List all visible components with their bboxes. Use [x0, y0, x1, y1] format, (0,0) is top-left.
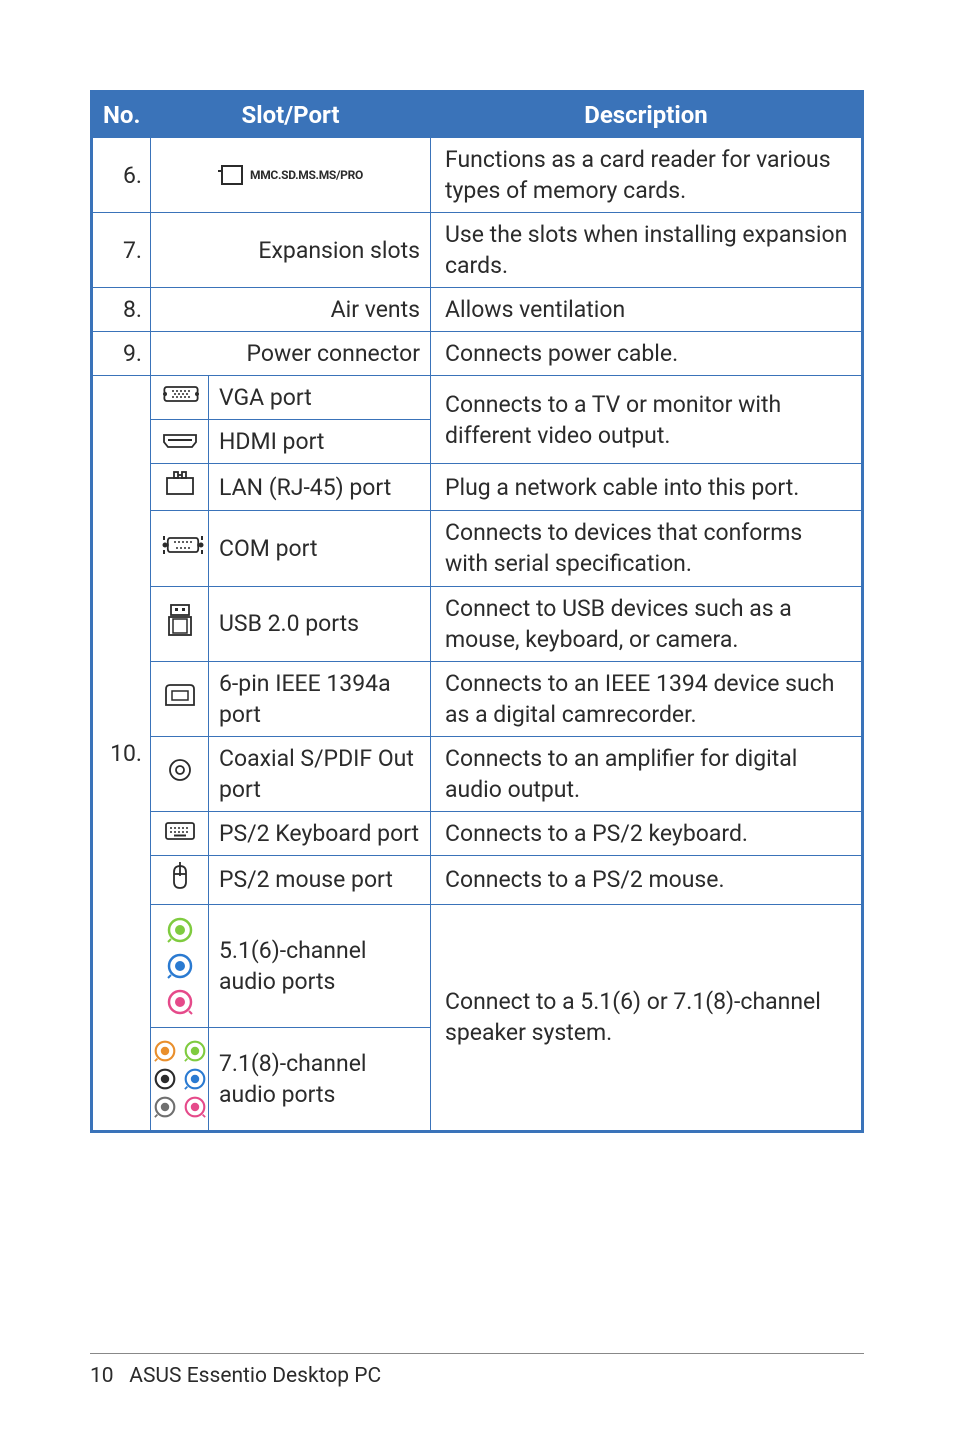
table-row: Coaxial S/PDIF Out port Connects to an a… [93, 736, 862, 811]
icon-cell [151, 511, 209, 586]
row-desc: Use the slots when installing expansion … [431, 213, 862, 288]
table: No. Slot/Port Description 6. MMC.SD.MS.M… [92, 92, 862, 1131]
row-desc: Plug a network cable into this port. [431, 464, 862, 511]
row-desc: Connects to an amplifier for digital aud… [431, 736, 862, 811]
row-no: 7. [93, 213, 151, 288]
icon-cell [151, 1027, 209, 1130]
audio-jack-orange-icon [154, 1040, 176, 1062]
row-desc: Functions as a card reader for various t… [431, 138, 862, 213]
table-row: 6. MMC.SD.MS.MS/PRO Functions as a card … [93, 138, 862, 213]
table-row: 9. Power connector Connects power cable. [93, 332, 862, 376]
icon-cell [151, 586, 209, 661]
mmc-label: MMC.SD.MS.MS/PRO [250, 167, 363, 183]
port-label: 6-pin IEEE 1394a port [209, 661, 431, 736]
header-no: No. [93, 93, 151, 138]
icon-cell [151, 464, 209, 511]
audio-jack-pink-icon [167, 989, 193, 1015]
mouse-icon [170, 862, 190, 890]
port-label: PS/2 mouse port [209, 855, 431, 904]
port-label: USB 2.0 ports [209, 586, 431, 661]
header-desc: Description [431, 93, 862, 138]
table-row: 8. Air vents Allows ventilation [93, 288, 862, 332]
table-row: COM port Connects to devices that confor… [93, 511, 862, 586]
audio-jack-blue-icon [184, 1068, 206, 1090]
vga-icon [161, 383, 201, 405]
port-label: HDMI port [209, 420, 431, 464]
row-no: 6. [93, 138, 151, 213]
row-desc: Connects to a PS/2 mouse. [431, 855, 862, 904]
port-label: LAN (RJ-45) port [209, 464, 431, 511]
footer-title: ASUS Essentio Desktop PC [129, 1364, 381, 1388]
port-label: COM port [209, 511, 431, 586]
icon-cell [151, 661, 209, 736]
page-number: 10 [90, 1364, 114, 1388]
table-row: USB 2.0 ports Connect to USB devices suc… [93, 586, 862, 661]
page-footer: 10 ASUS Essentio Desktop PC [90, 1353, 864, 1388]
audio-jack-green-icon [167, 917, 193, 943]
audio-jack-grey-icon [154, 1096, 176, 1118]
ieee1394-icon [164, 683, 196, 707]
row-desc: Connects to a PS/2 keyboard. [431, 811, 862, 855]
audio-jack-green-icon [184, 1040, 206, 1062]
slot-label: Power connector [151, 332, 431, 376]
lan-icon [165, 470, 195, 496]
port-label: VGA port [209, 376, 431, 420]
slot-label: Air vents [151, 288, 431, 332]
table-row: PS/2 mouse port Connects to a PS/2 mouse… [93, 855, 862, 904]
icon-cell [151, 855, 209, 904]
header-slot: Slot/Port [151, 93, 431, 138]
row-no: 10. [93, 376, 151, 1131]
spdif-icon [168, 758, 192, 782]
row-desc: Connect to USB devices such as a mouse, … [431, 586, 862, 661]
icon-cell [151, 736, 209, 811]
table-row: 10. VGA port Connects to a TV or monitor… [93, 376, 862, 420]
port-label: PS/2 Keyboard port [209, 811, 431, 855]
row-desc: Connects to an IEEE 1394 device such as … [431, 661, 862, 736]
audio-jack-blue-icon [167, 953, 193, 979]
port-label: 7.1(8)-channel audio ports [209, 1027, 431, 1130]
port-label: 5.1(6)-channel audio ports [209, 904, 431, 1027]
row-no: 9. [93, 332, 151, 376]
row-no: 8. [93, 288, 151, 332]
table-row: 7. Expansion slots Use the slots when in… [93, 213, 862, 288]
icon-cell [151, 376, 209, 420]
keyboard-icon [164, 821, 196, 841]
icon-cell [151, 420, 209, 464]
row-desc: Allows ventilation [431, 288, 862, 332]
row-desc: Connect to a 5.1(6) or 7.1(8)-channel sp… [431, 904, 862, 1130]
table-row: LAN (RJ-45) port Plug a network cable in… [93, 464, 862, 511]
port-label: Coaxial S/PDIF Out port [209, 736, 431, 811]
table-row: 5.1(6)-channel audio ports Connect to a … [93, 904, 862, 1027]
ports-table: No. Slot/Port Description 6. MMC.SD.MS.M… [90, 90, 864, 1133]
row-desc: Connects to a TV or monitor with differe… [431, 376, 862, 464]
card-slot-icon [218, 164, 246, 186]
audio-jack-black-icon [154, 1068, 176, 1090]
table-row: 6-pin IEEE 1394a port Connects to an IEE… [93, 661, 862, 736]
hdmi-icon [162, 433, 198, 449]
usb-icon [167, 603, 193, 637]
row-desc: Connects to devices that conforms with s… [431, 511, 862, 586]
audio-jack-pink-icon [184, 1096, 206, 1118]
com-icon [161, 534, 205, 556]
slot-label: Expansion slots [151, 213, 431, 288]
row-desc: Connects power cable. [431, 332, 862, 376]
icon-cell [151, 811, 209, 855]
table-row: PS/2 Keyboard port Connects to a PS/2 ke… [93, 811, 862, 855]
table-header-row: No. Slot/Port Description [93, 93, 862, 138]
icon-cell [151, 904, 209, 1027]
slot-mmc: MMC.SD.MS.MS/PRO [151, 138, 431, 213]
